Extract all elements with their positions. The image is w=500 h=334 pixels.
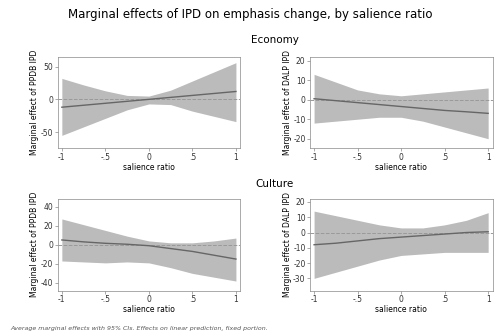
Text: Economy: Economy <box>251 35 299 45</box>
Text: Average marginal effects with 95% CIs. Effects on linear prediction, fixed porti: Average marginal effects with 95% CIs. E… <box>10 326 268 331</box>
Text: Marginal effects of IPD on emphasis change, by salience ratio: Marginal effects of IPD on emphasis chan… <box>68 8 432 21</box>
Y-axis label: Marginal effect of DALP IPD: Marginal effect of DALP IPD <box>283 50 292 155</box>
X-axis label: salience ratio: salience ratio <box>123 305 175 314</box>
X-axis label: salience ratio: salience ratio <box>375 163 427 172</box>
X-axis label: salience ratio: salience ratio <box>123 163 175 172</box>
X-axis label: salience ratio: salience ratio <box>375 305 427 314</box>
Y-axis label: Marginal effect of PPDB IPD: Marginal effect of PPDB IPD <box>30 192 40 297</box>
Y-axis label: Marginal effect of PPDB IPD: Marginal effect of PPDB IPD <box>30 50 40 155</box>
Text: Culture: Culture <box>256 179 294 189</box>
Y-axis label: Marginal effect of DALP IPD: Marginal effect of DALP IPD <box>282 192 292 297</box>
